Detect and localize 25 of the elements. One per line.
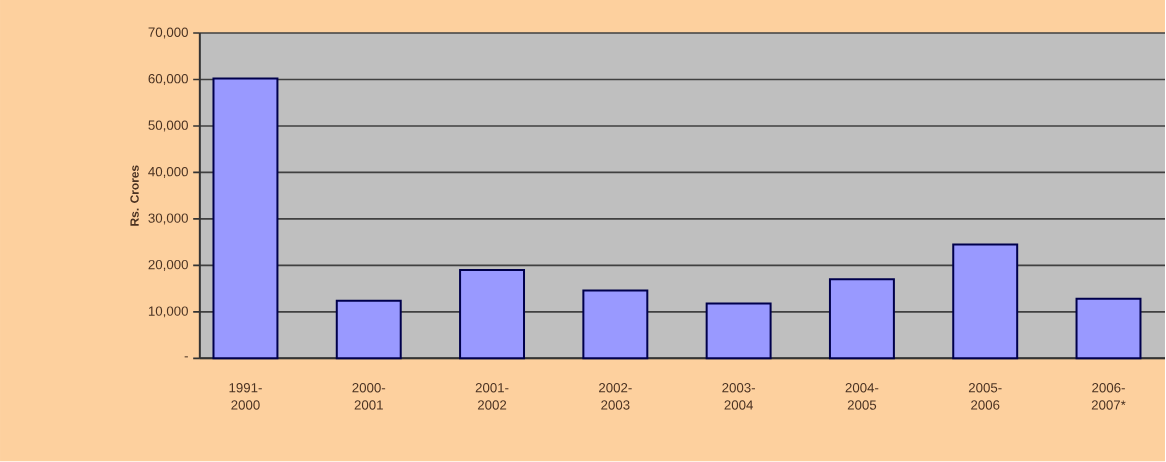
y-tick-label: 70,000 <box>148 27 188 39</box>
bar <box>952 243 1019 360</box>
y-axis-title: Rs. Crores <box>130 165 139 226</box>
y-tick-label: 50,000 <box>148 120 188 132</box>
x-tick-label: 2005- 2006 <box>968 383 1002 410</box>
y-tick-label: 60,000 <box>148 74 188 86</box>
y-tick-label: 10,000 <box>148 306 188 318</box>
x-tick-label: 2000- 2001 <box>352 383 386 410</box>
bar <box>828 278 895 360</box>
y-tick-label: 40,000 <box>148 167 188 179</box>
x-tick-label: 2002- 2003 <box>599 383 632 410</box>
bar <box>582 289 649 360</box>
x-tick-label: 2003- 2004 <box>722 383 755 410</box>
y-tick-label: 30,000 <box>148 213 188 225</box>
bar <box>459 269 526 360</box>
x-tick-label: 2001- 2002 <box>475 383 509 410</box>
y-tick-label: - <box>184 356 188 358</box>
x-tick-label: 1991- 2000 <box>229 383 262 410</box>
bar <box>335 299 402 360</box>
bar <box>1075 298 1142 360</box>
x-tick-label: 2006- 2007* <box>1091 383 1126 410</box>
x-tick-label: 2004- 2005 <box>845 383 879 410</box>
y-tick-label: 20,000 <box>148 260 188 272</box>
bar <box>212 77 279 360</box>
bar <box>705 302 772 360</box>
